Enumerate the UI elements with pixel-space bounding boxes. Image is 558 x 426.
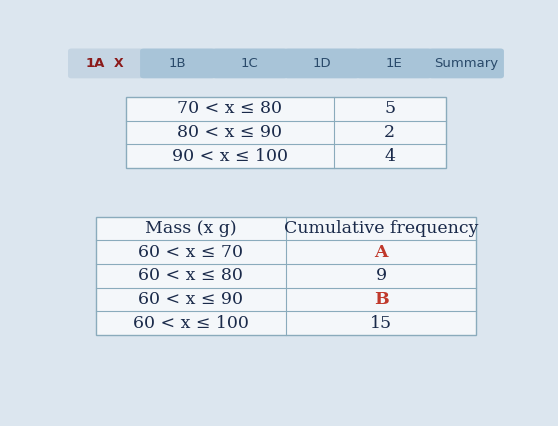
Text: 80 < x ≤ 90: 80 < x ≤ 90 — [177, 124, 282, 141]
FancyBboxPatch shape — [212, 49, 288, 78]
Text: 60 < x ≤ 100: 60 < x ≤ 100 — [133, 314, 249, 331]
Text: A: A — [374, 244, 388, 261]
Text: 1B: 1B — [169, 57, 187, 70]
Text: Summary: Summary — [434, 57, 498, 70]
FancyBboxPatch shape — [68, 49, 143, 78]
Text: 1E: 1E — [386, 57, 402, 70]
Bar — [96, 217, 476, 335]
FancyBboxPatch shape — [284, 49, 360, 78]
Text: 9: 9 — [376, 267, 387, 284]
Text: 70 < x ≤ 80: 70 < x ≤ 80 — [177, 101, 282, 117]
Text: 4: 4 — [384, 147, 395, 164]
Text: Cumulative frequency: Cumulative frequency — [284, 220, 478, 237]
Text: X: X — [114, 57, 123, 70]
Text: 90 < x ≤ 100: 90 < x ≤ 100 — [172, 147, 288, 164]
FancyBboxPatch shape — [429, 49, 504, 78]
Text: 1C: 1C — [241, 57, 259, 70]
Text: Mass (x g): Mass (x g) — [145, 220, 237, 237]
Bar — [96, 217, 476, 335]
Text: 60 < x ≤ 70: 60 < x ≤ 70 — [138, 244, 243, 261]
FancyBboxPatch shape — [140, 49, 215, 78]
Text: B: B — [374, 291, 388, 308]
Bar — [126, 97, 446, 168]
Bar — [126, 97, 446, 168]
Text: 60 < x ≤ 90: 60 < x ≤ 90 — [138, 291, 243, 308]
Text: 60 < x ≤ 80: 60 < x ≤ 80 — [138, 267, 243, 284]
Text: 15: 15 — [370, 314, 392, 331]
Text: 2: 2 — [384, 124, 395, 141]
Text: 1D: 1D — [312, 57, 331, 70]
Text: 1A: 1A — [85, 57, 105, 70]
FancyBboxPatch shape — [357, 49, 432, 78]
Text: 5: 5 — [384, 101, 395, 117]
